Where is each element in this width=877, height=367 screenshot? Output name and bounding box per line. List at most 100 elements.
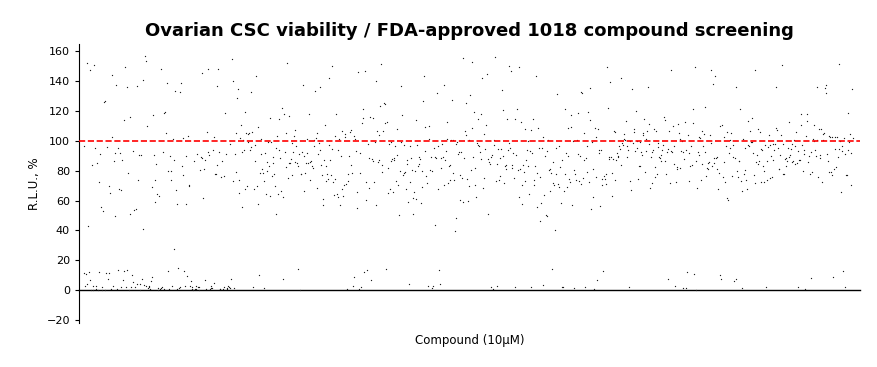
Point [308, 88, 322, 94]
Point [647, 174, 661, 180]
Point [496, 153, 510, 159]
Point [664, 149, 678, 155]
Point [103, 190, 117, 196]
Point [217, 284, 231, 290]
Point [694, 161, 708, 167]
Point [437, 182, 451, 188]
Point [253, 151, 267, 157]
Point [175, 163, 189, 169]
Point [215, 157, 229, 163]
Point [367, 179, 381, 185]
Point [222, 284, 236, 290]
Point [180, 273, 194, 279]
Point [244, 89, 258, 95]
Point [517, 169, 531, 175]
Point [277, 149, 291, 155]
Point [578, 155, 592, 161]
Point [552, 143, 566, 149]
Point [268, 211, 282, 217]
Point [513, 119, 527, 125]
Point [452, 197, 466, 203]
Point [373, 103, 387, 109]
Point [653, 152, 667, 158]
Point [253, 170, 267, 176]
Point [577, 284, 591, 290]
Point [569, 137, 583, 143]
Point [369, 78, 383, 84]
Point [249, 183, 263, 189]
Point [522, 148, 536, 153]
Point [610, 150, 624, 156]
Point [240, 139, 254, 145]
Point [784, 141, 798, 147]
Point [790, 148, 804, 154]
Point [431, 266, 446, 272]
Point [361, 155, 375, 161]
Point [298, 160, 312, 166]
X-axis label: Compound (10μM): Compound (10μM) [415, 334, 524, 347]
Point [138, 53, 152, 59]
Point [453, 172, 467, 178]
Y-axis label: R.L.U., %: R.L.U., % [28, 157, 41, 210]
Point [716, 159, 730, 165]
Point [769, 127, 783, 133]
Point [688, 158, 702, 164]
Point [636, 132, 650, 138]
Point [637, 116, 651, 122]
Point [604, 170, 618, 175]
Point [530, 204, 544, 210]
Point [686, 272, 700, 277]
Point [822, 169, 836, 175]
Point [365, 115, 379, 121]
Point [795, 142, 809, 148]
Point [76, 143, 90, 149]
Point [146, 274, 160, 280]
Point [590, 126, 604, 132]
Point [86, 283, 100, 288]
Point [674, 148, 688, 154]
Point [620, 143, 634, 149]
Point [381, 165, 395, 171]
Point [404, 167, 418, 172]
Point [238, 186, 252, 192]
Point [237, 147, 251, 153]
Point [495, 107, 509, 113]
Point [152, 193, 166, 199]
Point [431, 143, 445, 149]
Point [449, 141, 463, 146]
Point [265, 174, 279, 179]
Point [685, 120, 699, 126]
Point [137, 281, 151, 287]
Point [505, 162, 519, 168]
Point [730, 168, 744, 174]
Point [747, 180, 761, 186]
Point [88, 145, 102, 151]
Point [749, 152, 763, 158]
Point [310, 130, 324, 136]
Point [576, 157, 590, 163]
Point [269, 145, 283, 151]
Point [667, 283, 681, 288]
Point [82, 277, 96, 283]
Point [623, 138, 637, 144]
Point [599, 65, 613, 70]
Point [712, 123, 726, 128]
Point [798, 133, 812, 139]
Point [411, 154, 425, 160]
Point [105, 72, 119, 78]
Point [729, 84, 743, 90]
Point [560, 125, 574, 131]
Point [297, 188, 311, 194]
Point [413, 156, 427, 162]
Point [178, 283, 192, 289]
Point [430, 90, 444, 96]
Point [709, 166, 724, 172]
Point [777, 156, 791, 162]
Point [212, 286, 226, 291]
Point [326, 192, 340, 198]
Point [375, 128, 389, 134]
Point [717, 134, 731, 140]
Point [539, 148, 553, 154]
Point [432, 281, 446, 287]
Point [564, 124, 578, 130]
